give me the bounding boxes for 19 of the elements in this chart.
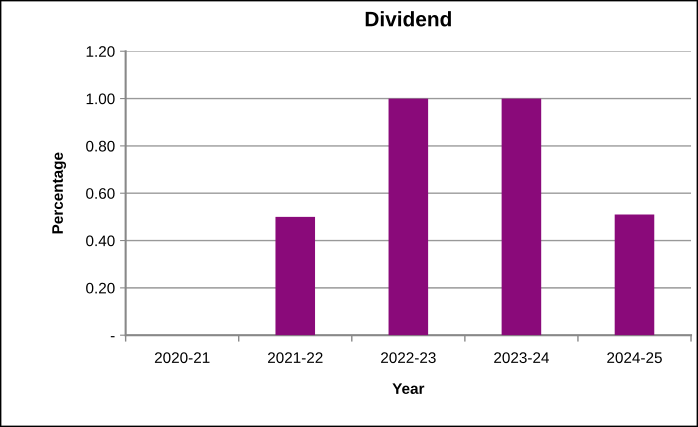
- x-tick-label: 2020-21: [154, 352, 210, 364]
- y-tick-label: 0.60: [86, 188, 115, 199]
- y-tick-label: 0.20: [86, 282, 115, 294]
- x-tick-label: 2024-25: [607, 352, 662, 364]
- x-tick-label: 2021-22: [268, 352, 323, 364]
- y-tick-label: 0.80: [86, 140, 115, 152]
- bar: [614, 214, 654, 336]
- bar: [388, 98, 428, 336]
- x-axis-title: Year: [392, 383, 424, 394]
- y-tick-label: -: [110, 336, 115, 338]
- bar: [275, 216, 316, 336]
- bar: [502, 98, 542, 336]
- y-axis-title: Percentage: [52, 152, 66, 234]
- y-tick-label: 1.20: [86, 46, 115, 57]
- y-tick-label: 1.00: [86, 93, 115, 104]
- y-tick-label: 0.40: [86, 235, 115, 246]
- x-tick-label: 2022-23: [381, 352, 436, 364]
- x-tick-label: 2023-24: [494, 352, 549, 364]
- chart-title: Dividend: [366, 11, 451, 26]
